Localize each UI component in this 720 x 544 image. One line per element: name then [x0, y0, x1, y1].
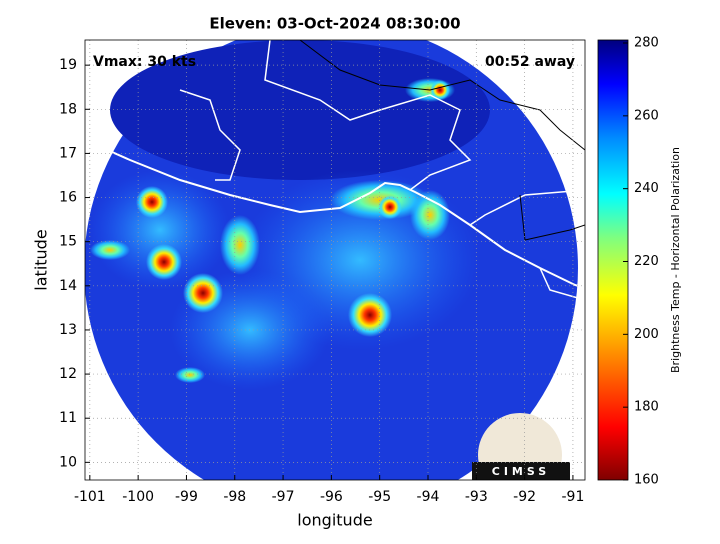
- x-tick-label: -93: [465, 489, 488, 505]
- x-tick-label: -92: [513, 489, 536, 505]
- x-tick-label: -100: [122, 489, 154, 505]
- colorbar-label: Brightness Temp - Horizontal Polarizatio…: [669, 147, 682, 373]
- x-tick-label: -95: [368, 489, 391, 505]
- title: Eleven: 03-Oct-2024 08:30:00: [209, 15, 460, 33]
- y-tick-label: 15: [59, 234, 77, 250]
- y-tick-label: 19: [59, 57, 77, 73]
- colorbar-tick-label: 220: [634, 254, 659, 269]
- y-tick-label: 10: [59, 454, 77, 470]
- swath: CIMSS: [85, 40, 585, 480]
- x-tick-label: -98: [223, 489, 246, 505]
- x-tick-label: -97: [272, 489, 295, 505]
- x-tick-label: -99: [175, 489, 198, 505]
- colorbar: [597, 39, 629, 481]
- y-axis-label: latitude: [32, 229, 51, 290]
- plot-frame: [84, 39, 586, 481]
- x-tick-label: -101: [74, 489, 106, 505]
- colorbar-tick-label: 260: [634, 108, 659, 123]
- x-tick-label: -96: [320, 489, 343, 505]
- y-tick-label: 13: [59, 322, 77, 338]
- colorbar-tick-label: 160: [634, 473, 659, 488]
- y-tick-label: 16: [59, 190, 77, 206]
- colorbar-tick-label: 240: [634, 181, 659, 196]
- x-axis-label: longitude: [297, 511, 372, 530]
- y-tick-label: 18: [59, 101, 77, 117]
- y-tick-label: 11: [59, 410, 77, 426]
- y-tick-label: 17: [59, 145, 77, 161]
- colorbar-tick-label: 180: [634, 400, 659, 415]
- logo: CIMSS: [472, 413, 570, 480]
- x-tick-label: -94: [417, 489, 440, 505]
- logo-text: CIMSS: [492, 465, 550, 478]
- colorbar-tick-label: 200: [634, 327, 659, 342]
- y-tick-label: 14: [59, 278, 77, 294]
- colorbar-tick-label: 280: [634, 36, 659, 51]
- y-tick-label: 12: [59, 366, 77, 382]
- annotation: 00:52 away: [485, 54, 575, 70]
- grid: [85, 40, 585, 480]
- x-tick-label: -91: [561, 489, 584, 505]
- annotation: Vmax: 30 kts: [93, 54, 196, 70]
